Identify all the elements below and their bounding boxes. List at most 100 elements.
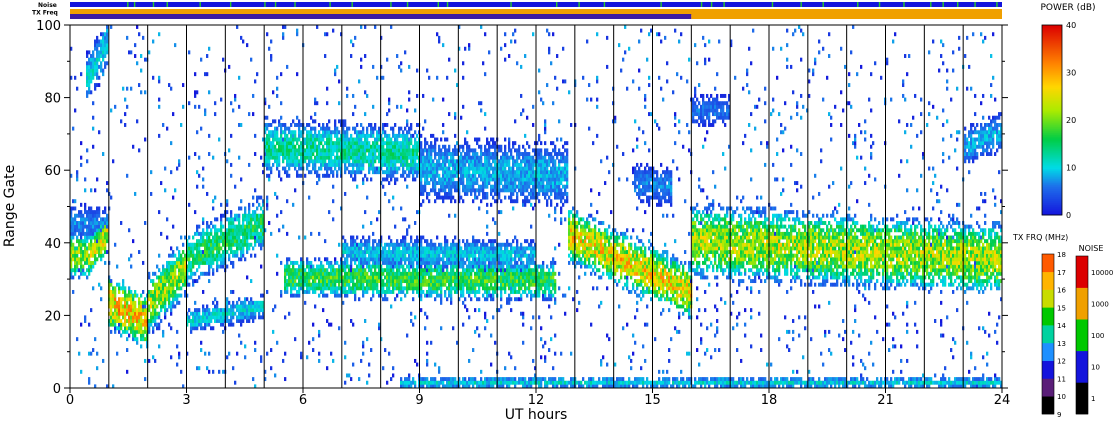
- echo-cell: [346, 289, 349, 294]
- echo-cell: [136, 119, 139, 124]
- echo-cell: [382, 260, 385, 265]
- echo-cell: [354, 141, 357, 146]
- echo-cell: [266, 173, 269, 178]
- echo-cell: [254, 79, 257, 84]
- echo-cell: [468, 275, 471, 280]
- echo-cell: [484, 275, 487, 280]
- echo-cell: [476, 326, 479, 331]
- echo-cell: [266, 199, 269, 204]
- echo-cell: [152, 311, 155, 316]
- echo-cell: [352, 282, 355, 287]
- echo-cell: [84, 260, 87, 265]
- echo-cell: [444, 377, 447, 382]
- echo-cell: [258, 235, 261, 240]
- echo-cell: [350, 257, 353, 262]
- echo-cell: [232, 231, 235, 236]
- echo-cell: [288, 271, 291, 276]
- echo-cell: [486, 173, 489, 178]
- echo-cell: [430, 239, 433, 244]
- echo-cell: [318, 133, 321, 138]
- echo-cell: [304, 289, 307, 294]
- echo-cell: [184, 275, 187, 280]
- echo-cell: [142, 333, 145, 338]
- echo-cell: [336, 279, 339, 284]
- echo-cell: [420, 293, 423, 298]
- echo-cell: [482, 152, 485, 156]
- echo-cell: [200, 348, 203, 352]
- echo-cell: [498, 268, 501, 273]
- echo-cell: [228, 221, 231, 225]
- echo-cell: [206, 253, 209, 258]
- echo-cell: [370, 268, 373, 273]
- echo-cell: [386, 148, 389, 153]
- echo-cell: [258, 300, 261, 305]
- echo-cell: [94, 46, 97, 51]
- echo-cell: [236, 315, 239, 320]
- echo-cell: [346, 148, 349, 153]
- echo-cell: [94, 57, 97, 62]
- echo-cell: [482, 253, 485, 258]
- echo-cell: [438, 144, 441, 149]
- echo-cell: [426, 377, 429, 382]
- echo-cell: [446, 137, 449, 142]
- echo-cell: [490, 166, 493, 171]
- echo-cell: [416, 362, 419, 367]
- echo-cell: [460, 286, 463, 291]
- echo-cell: [404, 152, 407, 156]
- echo-cell: [198, 275, 201, 280]
- echo-cell: [294, 337, 297, 342]
- echo-cell: [90, 217, 93, 222]
- echo-cell: [342, 279, 345, 284]
- echo-cell: [458, 264, 461, 269]
- echo-cell: [376, 253, 379, 258]
- echo-cell: [222, 231, 225, 236]
- echo-cell: [408, 260, 411, 265]
- echo-cell: [240, 224, 243, 229]
- echo-cell: [308, 137, 311, 142]
- echo-cell: [284, 123, 287, 127]
- echo-cell: [294, 137, 297, 142]
- echo-cell: [134, 304, 137, 309]
- echo-cell: [242, 253, 245, 258]
- echo-cell: [460, 250, 463, 254]
- echo-cell: [498, 275, 501, 280]
- echo-cell: [444, 177, 447, 182]
- echo-cell: [448, 159, 451, 164]
- echo-cell: [196, 184, 199, 189]
- echo-cell: [476, 271, 479, 276]
- echo-cell: [432, 148, 435, 153]
- echo-cell: [86, 235, 89, 240]
- echo-cell: [150, 279, 153, 284]
- echo-cell: [374, 159, 377, 164]
- echo-cell: [384, 253, 387, 258]
- echo-cell: [450, 300, 453, 305]
- echo-cell: [394, 260, 397, 265]
- echo-cell: [478, 380, 481, 385]
- echo-cell: [102, 46, 105, 51]
- echo-cell: [334, 123, 337, 127]
- echo-cell: [310, 268, 313, 273]
- echo-cell: [424, 380, 427, 385]
- echo-cell: [458, 195, 461, 200]
- echo-cell: [80, 253, 83, 258]
- echo-cell: [134, 329, 137, 334]
- echo-cell: [156, 322, 159, 327]
- echo-cell: [270, 348, 273, 352]
- echo-cell: [312, 166, 315, 171]
- echo-cell: [420, 170, 423, 175]
- echo-cell: [378, 144, 381, 149]
- echo-cell: [172, 289, 175, 294]
- echo-cell: [154, 297, 157, 302]
- echo-cell: [382, 130, 385, 135]
- echo-cell: [92, 217, 95, 222]
- echo-cell: [430, 177, 433, 182]
- echo-cell: [254, 384, 257, 389]
- echo-cell: [372, 148, 375, 153]
- echo-cell: [318, 333, 321, 338]
- echo-cell: [72, 275, 75, 280]
- echo-cell: [494, 166, 497, 171]
- echo-cell: [376, 282, 379, 287]
- echo-cell: [106, 39, 109, 44]
- echo-cell: [342, 123, 345, 127]
- echo-cell: [492, 159, 495, 164]
